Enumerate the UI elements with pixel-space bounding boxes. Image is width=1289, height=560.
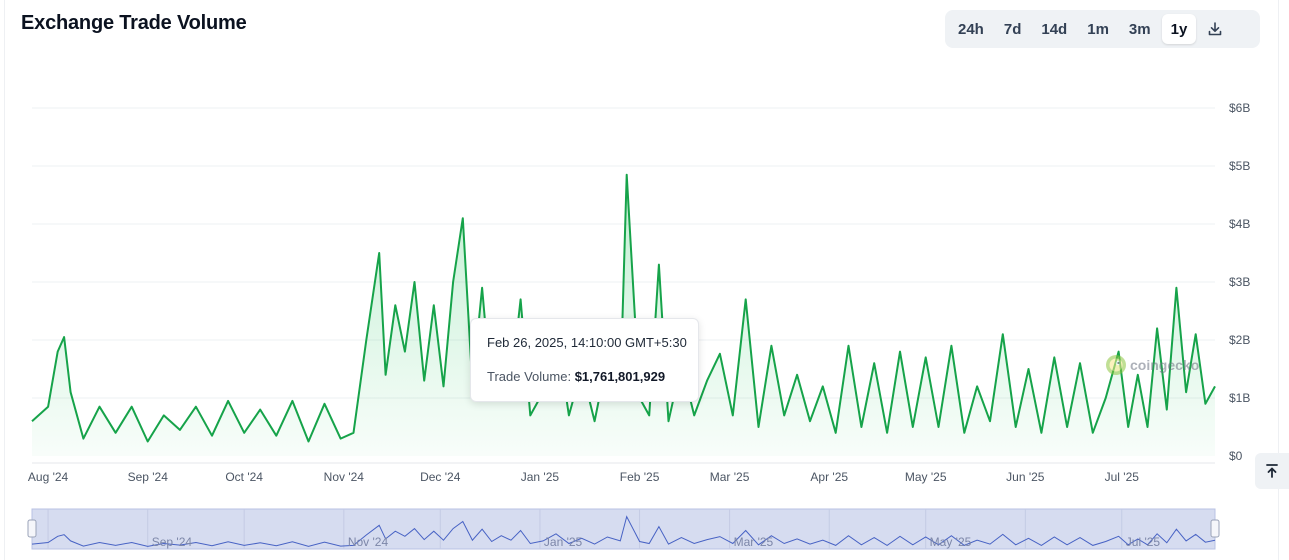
navigator-gridlines	[47, 509, 1123, 549]
y-tick-label: $1B	[1229, 391, 1250, 405]
download-button[interactable]	[1198, 14, 1232, 44]
range-24h-button[interactable]: 24h	[958, 20, 984, 38]
navigator-line	[31, 515, 1216, 547]
x-tick-label: Mar '25	[710, 470, 750, 484]
y-tick-label: $3B	[1229, 275, 1250, 289]
range-14d-button[interactable]: 14d	[1041, 20, 1068, 38]
navigator-handle-right[interactable]	[1210, 519, 1220, 538]
download-icon	[1208, 22, 1222, 36]
navigator-label: Jan '25	[544, 535, 583, 549]
x-axis-labels: Aug '24 Sep '24 Oct '24 Nov '24 Dec '24 Jan '…	[28, 470, 1139, 484]
x-tick-label: Oct '24	[225, 470, 263, 484]
y-tick-label: $2B	[1229, 333, 1250, 347]
watermark-text: coingecko	[1130, 357, 1200, 373]
x-tick-label: Nov '24	[324, 470, 365, 484]
range-1m-button[interactable]: 1m	[1087, 20, 1109, 38]
navigator[interactable]: Sep '24 Nov '24 Jan '25 Mar '25 May '25 Jul '…	[27, 508, 1220, 550]
range-selector: 24h 7d 14d 1m 3m 1y	[945, 10, 1260, 48]
x-tick-label: Sep '24	[128, 470, 169, 484]
range-3m-button[interactable]: 3m	[1128, 20, 1151, 38]
tooltip-label: Trade Volume:	[487, 369, 572, 384]
y-tick-label: $5B	[1229, 159, 1250, 173]
y-axis-labels: $0 $1B $2B $3B $4B $5B $6B	[1229, 101, 1250, 463]
x-tick-label: Jul '25	[1105, 470, 1140, 484]
navigator-label: Mar '25	[734, 535, 774, 549]
gecko-logo-icon	[1106, 355, 1126, 375]
tooltip-date: Feb 26, 2025, 14:10:00 GMT+5:30	[487, 335, 687, 350]
navigator-label: Sep '24	[152, 535, 193, 549]
navigator-label: Nov '24	[348, 535, 389, 549]
navigator-labels: Sep '24 Nov '24 Jan '25 Mar '25 May '25 Jul '…	[152, 535, 1161, 549]
x-tick-label: May '25	[905, 470, 947, 484]
range-7d-button[interactable]: 7d	[1003, 20, 1022, 38]
navigator-label: May '25	[930, 535, 972, 549]
range-1y-button[interactable]: 1y	[1161, 14, 1197, 44]
arrow-up-to-line-icon	[1266, 464, 1278, 478]
coingecko-watermark: coingecko	[1105, 354, 1199, 376]
x-tick-label: Jan '25	[521, 470, 560, 484]
y-tick-label: $0	[1229, 449, 1243, 463]
x-tick-label: Dec '24	[420, 470, 461, 484]
y-tick-label: $6B	[1229, 101, 1250, 115]
chart-card	[4, 0, 1279, 560]
page-title: Exchange Trade Volume	[21, 12, 247, 34]
x-tick-label: Aug '24	[28, 470, 69, 484]
volume-line	[31, 173, 1216, 443]
back-to-top-button[interactable]	[1255, 453, 1289, 489]
navigator-label: Jul '25	[1126, 535, 1161, 549]
y-tick-label: $4B	[1229, 217, 1250, 231]
chart-tooltip: Feb 26, 2025, 14:10:00 GMT+5:30 Trade Vo…	[470, 318, 699, 402]
x-tick-label: Feb '25	[620, 470, 660, 484]
x-tick-label: Jun '25	[1006, 470, 1045, 484]
tooltip-value: $1,761,801,929	[574, 369, 666, 384]
x-tick-label: Apr '25	[810, 470, 848, 484]
navigator-handle-left[interactable]	[27, 519, 37, 538]
